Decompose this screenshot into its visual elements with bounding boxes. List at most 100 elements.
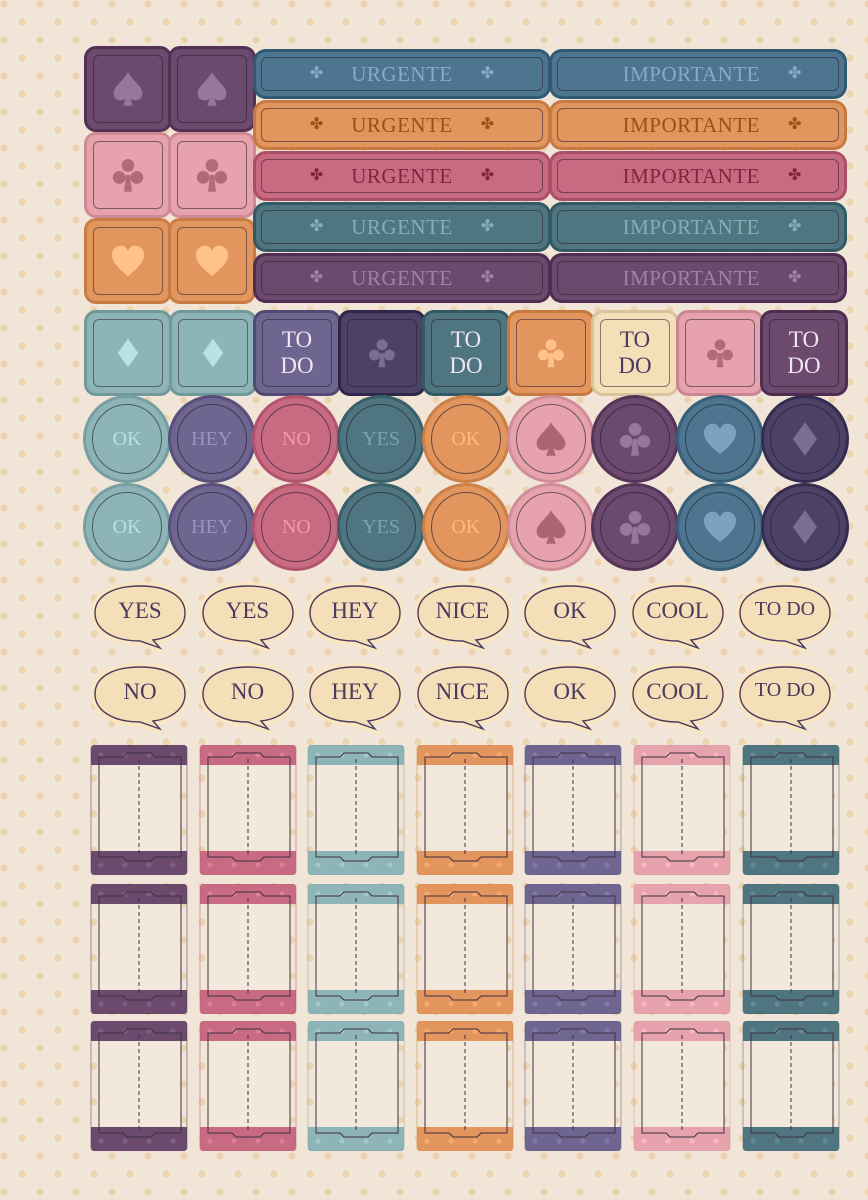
todo-label-top: TO [450,327,482,352]
banner-border: ✤ URGENTE ✤ [261,57,543,91]
ticket-sticker [632,884,732,1014]
circle-label-sticker: OK [86,398,168,480]
speech-bubble-shape [521,663,619,736]
ticket-shape [307,1021,405,1151]
importante-label: IMPORTANTE [622,61,760,86]
todo-label-top: TO [619,327,651,352]
circle-suit-sticker [509,398,592,480]
suit-square-sticker [171,221,253,301]
todo-sticker: TO DO [594,313,676,393]
suit-square-sticker [87,221,169,301]
heart-icon [112,245,144,277]
circle-label: HEY [191,427,233,450]
bubble-label: COOL [646,679,709,704]
sticker-border: TO DO [600,319,670,387]
ticket-sticker [632,745,732,875]
ticket-sticker [198,1021,298,1151]
speech-bubble-sticker: YES [90,580,190,656]
ticket-shape [198,884,297,1014]
sticker-border [684,319,755,387]
importante-banner: IMPORTANTE ✤ [552,103,844,147]
circle-suit-sticker [509,486,592,568]
club-icon: ✤ [480,65,495,82]
banner-border: IMPORTANTE ✤ [557,261,839,295]
urgente-label: URGENTE [351,112,453,137]
suit-square-sticker [171,49,253,129]
sticker-border: HEY [176,404,247,474]
circle-label: NO [281,427,311,450]
club-icon: ✤ [309,218,324,235]
ticket-sticker [523,884,623,1014]
heart-icon [196,245,228,277]
speech-bubble-shape [198,582,297,655]
suit-square-sticker [171,135,253,215]
club-icon: ✤ [309,116,324,133]
ticket-shape [90,745,188,875]
club-icon [537,339,564,368]
ticket-sticker [741,745,841,875]
club-icon [619,423,651,456]
ticket-sticker [306,745,406,875]
club-icon: ✤ [480,269,495,286]
sticker-border [769,492,840,562]
speech-bubble-sticker: YES [198,580,298,656]
ticket-shape [633,884,731,1014]
diamond-icon [792,510,817,544]
sticker-border [177,227,247,295]
sticker-border [684,404,755,474]
club-icon: ✤ [480,116,495,133]
speech-bubble-shape [413,582,512,655]
heart-icon [703,423,736,455]
club-icon: ✤ [309,65,324,82]
sticker-border: NO [261,404,332,474]
speech-bubble-shape [628,582,727,655]
ticket-shape [741,884,840,1014]
ticket-sticker [523,1021,623,1151]
importante-label: IMPORTANTE [622,214,760,239]
sticker-border: OK [430,492,501,562]
circle-suit-sticker [594,486,677,568]
circle-label-sticker: OK [424,398,507,480]
ticket-sticker [306,1021,406,1151]
club-icon [112,159,144,192]
speech-bubble-shape [521,582,619,655]
speech-bubble-sticker: TO DO [735,580,835,656]
bubble-label: NICE [435,598,490,623]
ticket-shape [524,745,623,875]
ticket-sticker [198,884,298,1014]
speech-bubble-sticker: COOL [628,580,728,656]
spade-icon [197,72,227,106]
diamond-icon [202,338,223,368]
club-icon: ✤ [787,269,802,286]
speech-bubble-sticker: COOL [628,661,728,737]
suit-square-sticker [340,313,423,393]
importante-banner: IMPORTANTE ✤ [552,154,844,198]
sticker-border [346,319,417,387]
circle-label: OK [112,427,142,450]
ticket-sticker [632,1021,732,1151]
suit-square-sticker [678,313,761,393]
speech-bubble-shape [306,663,404,736]
urgente-label: URGENTE [351,214,453,239]
circle-label-sticker: NO [255,486,338,568]
diamond-icon [117,338,139,368]
ticket-sticker [415,884,515,1014]
todo-sticker: TO DO [763,313,845,393]
bubble-label: YES [225,598,270,623]
bubble-label: OK [553,679,587,704]
circle-label-sticker: HEY [170,486,253,568]
suit-square-sticker [87,49,169,129]
sticker-border [515,492,586,562]
sticker-border: NO [261,492,332,562]
sticker-border: YES [346,492,417,562]
ticket-shape [307,745,405,875]
banner-border: IMPORTANTE ✤ [557,159,839,193]
banner-border: ✤ URGENTE ✤ [261,261,543,295]
speech-bubble-shape [91,582,189,655]
ticket-sticker [415,1021,515,1151]
ticket-shape [633,1021,731,1151]
ticket-shape [524,1021,623,1151]
sticker-border [177,319,248,387]
sticker-border [769,404,840,474]
circle-suit-sticker [763,398,846,480]
